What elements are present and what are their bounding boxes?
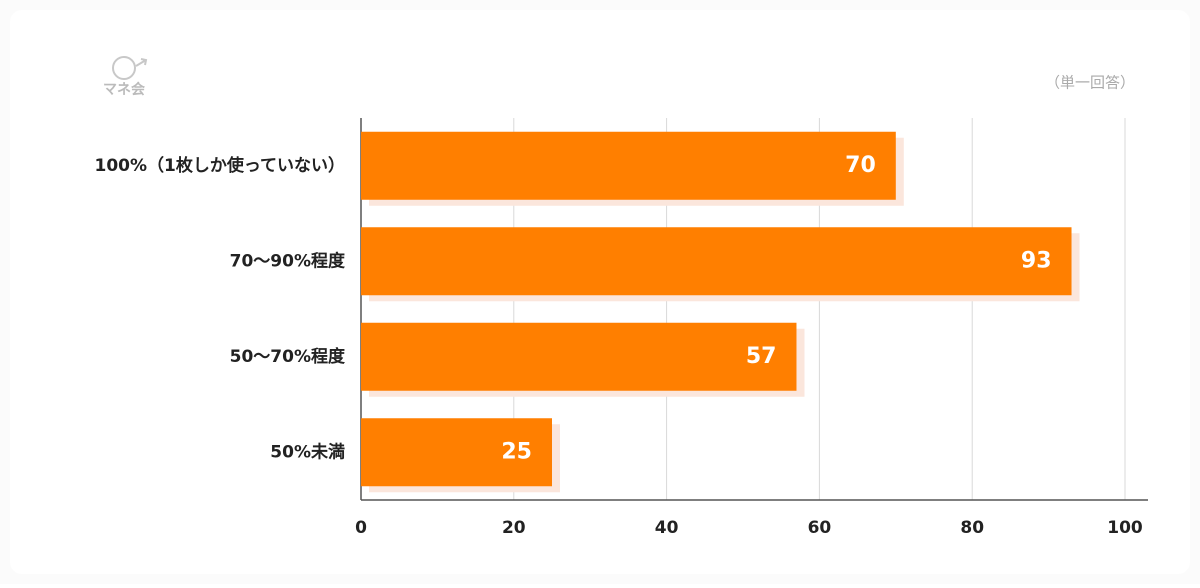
x-tick-label: 20 (502, 518, 526, 538)
annotation: （単一回答） (1045, 74, 1135, 92)
bar (361, 131, 896, 200)
y-tick-label: 50〜70%程度 (230, 346, 346, 367)
bar (361, 227, 1072, 296)
x-tick-label: 100 (1107, 518, 1143, 538)
x-tick-label: 80 (960, 518, 984, 538)
logo-icon (112, 56, 148, 80)
data-label: 70 (845, 153, 876, 178)
y-tick-label: 50%未満 (270, 441, 345, 462)
data-label: 93 (1021, 248, 1052, 273)
bar (361, 322, 797, 391)
logo: マネ会 (103, 81, 146, 98)
data-label: 57 (746, 344, 777, 369)
x-tick-label: 40 (655, 518, 679, 538)
data-label: 25 (501, 439, 532, 464)
x-tick-label: 60 (808, 518, 832, 538)
y-tick-label: 100%（1枚しか使っていない） (95, 155, 346, 176)
y-tick-label: 70〜90%程度 (230, 250, 346, 271)
x-tick-label: 0 (355, 518, 367, 538)
bar (361, 418, 552, 487)
